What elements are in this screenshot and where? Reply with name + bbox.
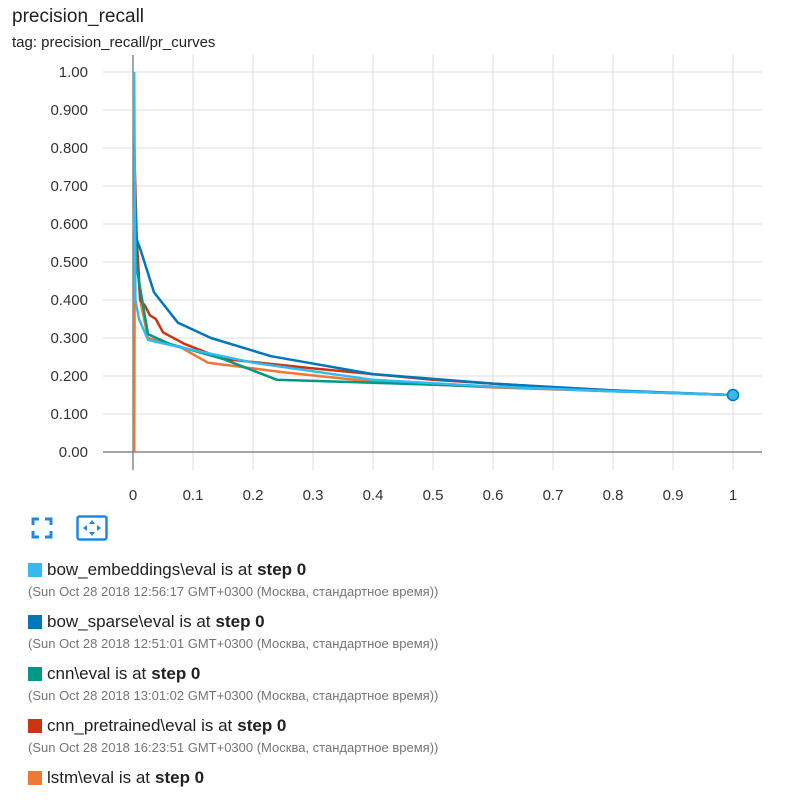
x-tick-label: 0.7 xyxy=(543,487,564,504)
y-tick-label: 0.200 xyxy=(50,368,88,385)
legend-item: cnn\eval is at step 0 (Sun Oct 28 2018 1… xyxy=(28,662,788,708)
toggle-y-scale-icon xyxy=(76,515,108,541)
legend-run-name: bow_sparse\eval xyxy=(47,612,175,631)
x-tick-label: 0.5 xyxy=(423,487,444,504)
legend-item: bow_embeddings\eval is at step 0 (Sun Oc… xyxy=(28,558,788,604)
legend-run-name: cnn_pretrained\eval xyxy=(47,716,197,735)
legend-run-name: cnn\eval xyxy=(47,664,111,683)
chart-toolbar xyxy=(26,514,108,542)
legend-timestamp: (Sun Oct 28 2018 12:51:01 GMT+0300 (Моск… xyxy=(28,636,439,651)
series-color-swatch xyxy=(28,563,42,577)
legend-item: lstm\eval is at step 0 xyxy=(28,766,788,790)
legend-step: step 0 xyxy=(237,716,287,735)
axes: 0 0.1 0.2 0.3 0.4 0.5 0.6 0.7 0.8 0.9 1 0.00 0.100 0.… xyxy=(50,55,762,504)
series-lines xyxy=(132,71,734,453)
hover-marker xyxy=(726,388,740,402)
run-legend: bow_embeddings\eval is at step 0 (Sun Oc… xyxy=(28,558,788,796)
y-tick-label: 0.300 xyxy=(50,330,88,347)
series-color-swatch xyxy=(28,771,42,785)
chart-tag: tag: precision_recall/pr_curves xyxy=(12,34,216,51)
fit-domain-button[interactable] xyxy=(26,514,58,542)
y-tick-label: 0.00 xyxy=(59,444,88,461)
x-tick-label: 0.8 xyxy=(603,487,624,504)
legend-run-name: lstm\eval xyxy=(47,768,115,787)
legend-mid-text: is at xyxy=(115,664,147,683)
x-tick-label: 0.6 xyxy=(483,487,504,504)
series-color-swatch xyxy=(28,667,42,681)
legend-step: step 0 xyxy=(215,612,265,631)
legend-timestamp: (Sun Oct 28 2018 16:23:51 GMT+0300 (Моск… xyxy=(28,740,439,755)
x-tick-label: 0.4 xyxy=(363,487,384,504)
series-color-swatch xyxy=(28,719,42,733)
chart-title: precision_recall xyxy=(12,6,145,27)
legend-mid-text: is at xyxy=(201,716,233,735)
hover-point-marker xyxy=(726,388,740,402)
y-tick-label: 0.500 xyxy=(50,254,88,271)
legend-timestamp: (Sun Oct 28 2018 12:56:17 GMT+0300 (Моск… xyxy=(28,584,439,599)
legend-mid-text: is at xyxy=(118,768,150,787)
y-tick-label: 0.800 xyxy=(50,140,88,157)
x-tick-label: 0.9 xyxy=(663,487,684,504)
legend-mid-text: is at xyxy=(220,560,253,579)
legend-run-name: bow_embeddings\eval xyxy=(47,560,217,579)
legend-step: step 0 xyxy=(151,664,201,683)
y-tick-label: 0.600 xyxy=(50,216,88,233)
legend-item: cnn_pretrained\eval is at step 0 (Sun Oc… xyxy=(28,714,788,760)
series-color-swatch xyxy=(28,615,42,629)
legend-step: step 0 xyxy=(257,560,307,579)
y-tick-label: 0.900 xyxy=(50,102,88,119)
series-line xyxy=(132,155,734,397)
x-tick-label: 1 xyxy=(729,487,737,504)
y-tick-label: 0.700 xyxy=(50,178,88,195)
grid xyxy=(103,55,762,470)
y-tick-label: 0.100 xyxy=(50,406,88,423)
x-tick-label: 0 xyxy=(129,487,137,504)
legend-mid-text: is at xyxy=(179,612,211,631)
x-tick-label: 0.2 xyxy=(243,487,264,504)
legend-step: step 0 xyxy=(155,768,205,787)
y-tick-label: 1.00 xyxy=(59,64,88,81)
x-tick-label: 0.1 xyxy=(183,487,204,504)
series-line xyxy=(132,182,734,397)
pr-curve-chart[interactable]: 0 0.1 0.2 0.3 0.4 0.5 0.6 0.7 0.8 0.9 1 0.00 0.100 0.… xyxy=(0,0,804,510)
legend-item: bow_sparse\eval is at step 0 (Sun Oct 28… xyxy=(28,610,788,656)
legend-timestamp: (Sun Oct 28 2018 13:01:02 GMT+0300 (Моск… xyxy=(28,688,439,703)
series-line xyxy=(132,71,734,397)
x-tick-label: 0.3 xyxy=(303,487,324,504)
toggle-y-scale-button[interactable] xyxy=(76,514,108,542)
y-tick-label: 0.400 xyxy=(50,292,88,309)
fit-domain-icon xyxy=(31,517,53,539)
